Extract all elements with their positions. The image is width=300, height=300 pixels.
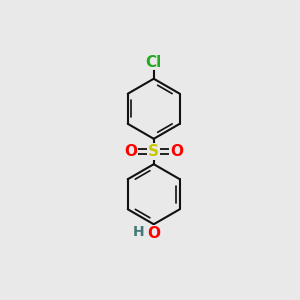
Text: H: H	[133, 225, 145, 239]
Text: O: O	[170, 144, 183, 159]
Text: Cl: Cl	[146, 55, 162, 70]
Text: O: O	[124, 144, 137, 159]
Text: S: S	[148, 144, 159, 159]
Text: O: O	[147, 226, 160, 241]
